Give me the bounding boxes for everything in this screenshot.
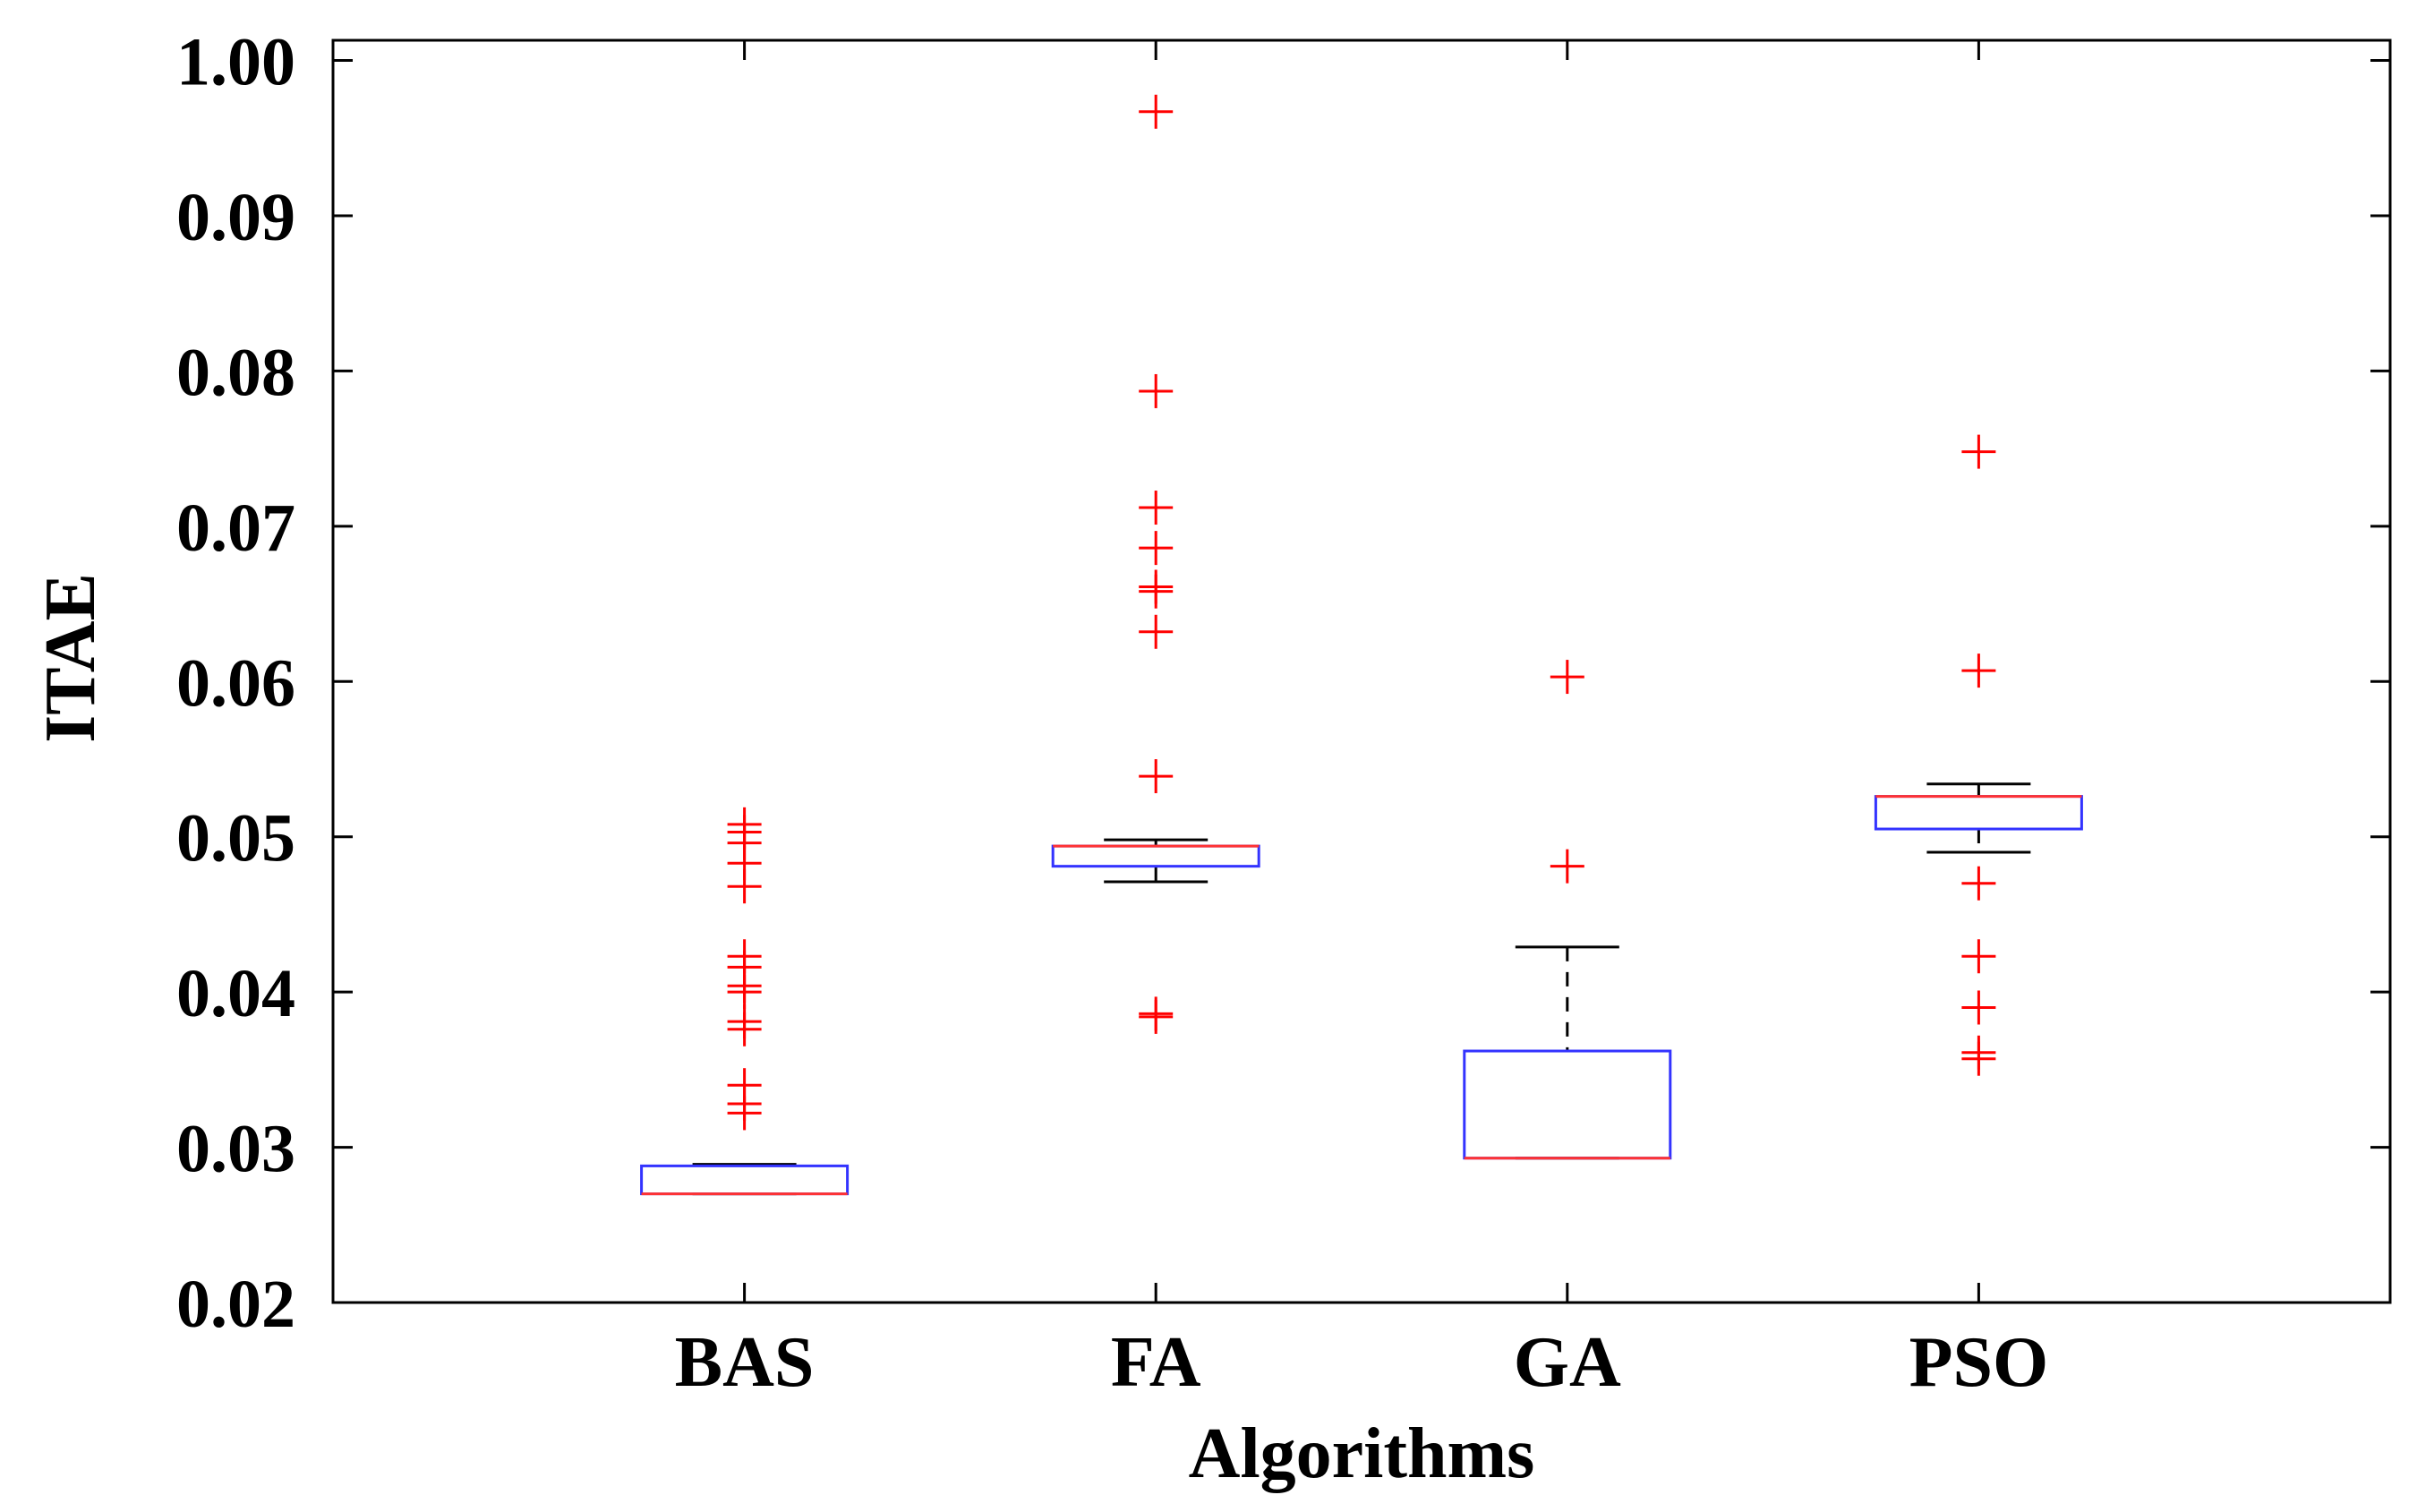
x-tick-label: PSO — [1909, 1323, 2049, 1402]
box-series — [640, 94, 2083, 1196]
x-tick-label: GA — [1514, 1323, 1621, 1402]
outlier-marker — [1961, 1035, 1996, 1070]
outlier-marker — [1139, 569, 1174, 604]
outlier-marker — [1961, 653, 1996, 688]
y-tick-label: 0.06 — [176, 645, 295, 721]
y-axis-label: ITAE — [31, 573, 110, 743]
box-pso — [1874, 434, 2083, 1076]
y-tick-label: 0.08 — [176, 335, 295, 410]
y-tick-label: 0.09 — [176, 180, 295, 255]
box-bas — [640, 807, 850, 1196]
y-tick-label: 0.04 — [176, 956, 295, 1031]
outlier-marker — [1139, 491, 1174, 525]
y-tick-label: 0.05 — [176, 801, 295, 876]
y-tick-label: 0.02 — [176, 1267, 295, 1342]
outlier-marker — [1139, 614, 1174, 649]
outlier-marker — [727, 1004, 762, 1039]
outlier-marker — [1139, 996, 1174, 1031]
y-axis: 0.02 0.03 0.04 0.05 0.06 0.07 0.08 0.09 1.00 — [176, 25, 2390, 1342]
x-tick-label: FA — [1111, 1323, 1201, 1402]
outlier-marker — [727, 939, 762, 974]
box-ga — [1463, 660, 1672, 1160]
outlier-marker — [1139, 759, 1174, 794]
x-axis: BAS FA GA PSO — [675, 40, 2048, 1402]
outlier-marker — [1139, 531, 1174, 566]
box-fa — [1051, 94, 1260, 1034]
x-tick-label: BAS — [675, 1323, 815, 1402]
outlier-marker — [1961, 990, 1996, 1025]
outlier-marker — [1961, 939, 1996, 974]
y-tick-label: 0.07 — [176, 491, 295, 566]
outlier-marker — [1550, 660, 1584, 695]
y-tick-label: 0.03 — [176, 1112, 295, 1187]
outlier-marker — [1961, 434, 1996, 469]
x-axis-label: Algorithms — [1189, 1414, 1535, 1493]
outlier-marker — [1139, 373, 1174, 408]
outlier-marker — [727, 807, 762, 841]
outlier-marker — [1550, 849, 1584, 884]
y-tick-label: 1.00 — [176, 25, 295, 100]
outlier-marker — [1139, 94, 1174, 129]
outlier-marker — [727, 1068, 762, 1103]
outlier-marker — [1961, 866, 1996, 901]
plot-area — [331, 38, 2392, 1304]
